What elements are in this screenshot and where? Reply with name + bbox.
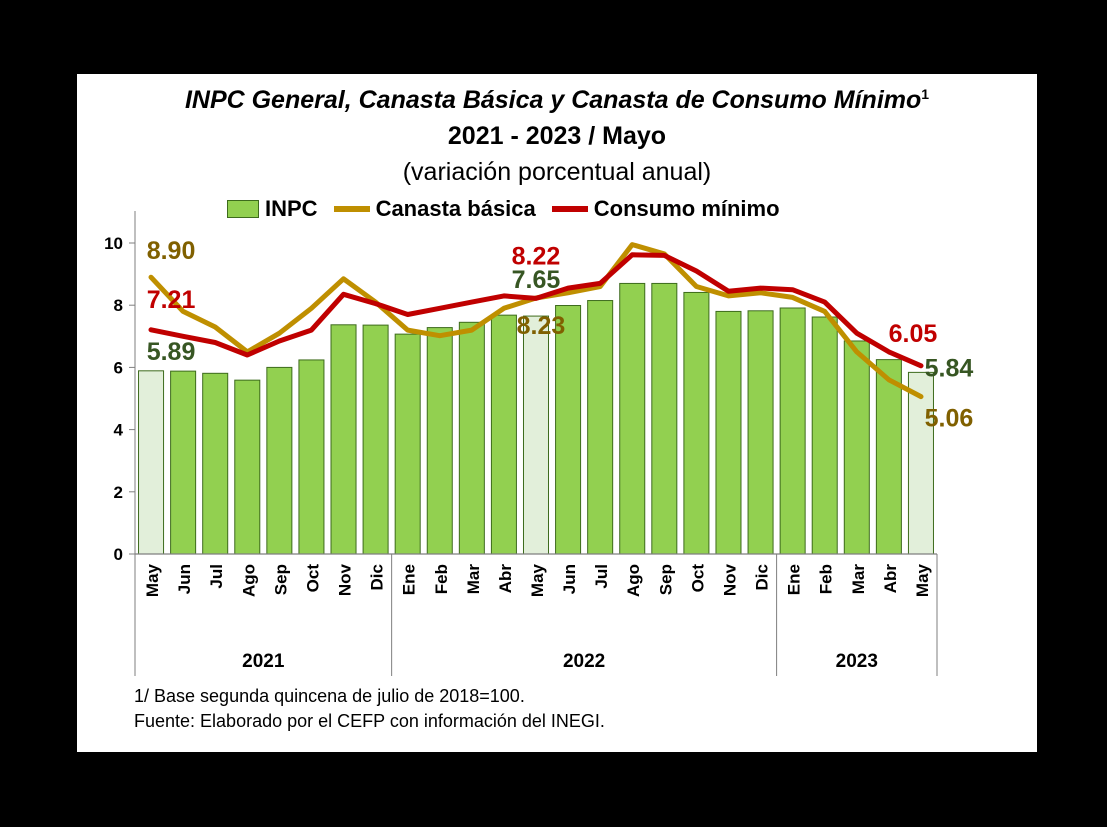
x-tick-label: Nov <box>720 563 739 596</box>
x-tick-label: Dic <box>753 564 772 590</box>
x-tick-label: Jun <box>175 564 194 594</box>
y-tick-label: 2 <box>114 483 123 502</box>
bar-inpc <box>779 307 806 555</box>
x-tick-label: Ene <box>400 564 419 595</box>
footnote-source: Fuente: Elaborado por el CEFP con inform… <box>134 711 605 731</box>
data-label: 8.90 <box>147 237 196 265</box>
legend-label-inpc: INPC <box>265 196 318 221</box>
bar-inpc <box>811 316 838 555</box>
legend-label-canasta-basica: Canasta básica <box>375 196 536 221</box>
chart-plot: 0 2 4 6 8 10 May Jun Jul Ago Sep Oct Nov Dic Ene Feb Mar… <box>104 211 974 676</box>
x-tick-label: Feb <box>432 564 451 594</box>
bar-inpc <box>619 282 646 555</box>
bar-inpc <box>394 333 421 555</box>
y-tick-label: 4 <box>114 421 124 440</box>
x-tick-label: Ago <box>239 564 258 597</box>
chart-subtitle-units: (variación porcentual anual) <box>402 158 712 186</box>
data-label: 6.05 <box>889 320 938 348</box>
bar-inpc <box>458 321 485 555</box>
y-tick-label: 10 <box>104 234 123 253</box>
y-tick-label: 0 <box>114 545 123 564</box>
line-consumo-minimo <box>148 252 924 369</box>
legend-swatch-canasta-basica <box>333 206 370 212</box>
x-tick-label: May <box>528 563 547 597</box>
x-tick-label: Jun <box>560 564 579 594</box>
x-tick-label: Feb <box>817 564 836 594</box>
bar-inpc <box>298 359 325 555</box>
x-tick-label: Sep <box>271 564 290 595</box>
year-label: 2022 <box>563 651 605 672</box>
x-tick-label: Sep <box>656 564 675 595</box>
bar-inpc <box>234 379 261 555</box>
bar-inpc <box>843 340 870 555</box>
bar-inpc <box>170 370 197 555</box>
x-tick-label: Oct <box>303 564 322 593</box>
bar-inpc <box>907 371 934 555</box>
bar-inpc <box>683 291 710 555</box>
data-label: 5.06 <box>925 405 974 433</box>
data-label: 8.23 <box>517 312 566 340</box>
x-tick-label: May <box>913 563 932 597</box>
bar-inpc <box>715 310 742 555</box>
x-tick-label: Jul <box>207 564 226 589</box>
y-tick-label: 8 <box>114 296 123 315</box>
bar-inpc <box>875 359 902 555</box>
bar-inpc <box>522 315 550 555</box>
legend: INPC Canasta básica Consumo mínimo <box>227 194 796 224</box>
x-tick-label: Mar <box>464 564 483 595</box>
x-tick-label: Dic <box>368 564 387 590</box>
x-tick-label: May <box>143 563 162 597</box>
footnotes: 1/ Base segunda quincena de julio de 201… <box>134 684 605 734</box>
chart-frame: INPC General, Canasta Básica y Canasta d… <box>77 74 1037 752</box>
bar-inpc <box>490 314 517 555</box>
x-tick-label: Abr <box>496 564 515 594</box>
x-tick-label: Nov <box>336 563 355 596</box>
bar-inpc <box>587 300 614 555</box>
bar-inpc <box>747 310 774 555</box>
chart-subtitle: 2021 - 2023 / Mayo <box>447 122 667 150</box>
chart-title: INPC General, Canasta Básica y Canasta d… <box>184 86 930 114</box>
x-tick-label: Jul <box>592 564 611 589</box>
legend-item-canasta-basica: Canasta básica <box>333 196 536 222</box>
bar-inpc <box>202 372 229 555</box>
bar-inpc <box>362 324 389 555</box>
data-label: 7.65 <box>512 266 561 294</box>
legend-label-consumo-minimo: Consumo mínimo <box>593 196 780 221</box>
x-tick-label: Ago <box>624 564 643 597</box>
bar-inpc <box>555 305 582 555</box>
data-label: 7.21 <box>147 286 196 314</box>
legend-swatch-consumo-minimo <box>551 206 588 212</box>
legend-item-inpc: INPC <box>227 196 318 222</box>
legend-swatch-inpc <box>227 200 259 218</box>
bar-inpc <box>330 324 357 555</box>
bar-inpc <box>138 370 165 555</box>
x-tick-label: Abr <box>881 564 900 594</box>
x-tick-label: Oct <box>688 564 707 593</box>
bar-inpc <box>426 327 453 555</box>
legend-item-consumo-minimo: Consumo mínimo <box>551 196 780 222</box>
x-tick-label: Ene <box>785 564 804 595</box>
bar-inpc <box>266 366 293 555</box>
data-label: 5.84 <box>925 354 974 382</box>
year-label: 2021 <box>242 651 285 672</box>
x-tick-label: Mar <box>849 564 868 595</box>
year-label: 2023 <box>836 651 878 672</box>
data-label: 8.22 <box>512 242 561 270</box>
y-tick-label: 6 <box>114 358 123 377</box>
title-superscript: 1 <box>921 86 930 102</box>
data-label: 5.89 <box>147 338 196 366</box>
bar-inpc <box>651 282 678 555</box>
footnote-base: 1/ Base segunda quincena de julio de 201… <box>134 686 525 706</box>
